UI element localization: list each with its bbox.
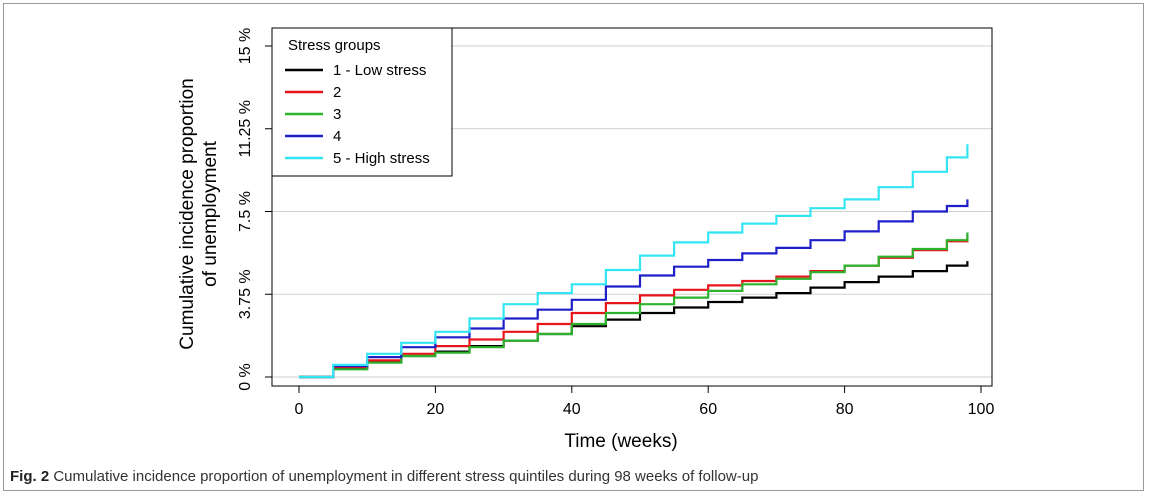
caption-label: Fig. 2	[10, 468, 50, 485]
legend-label-3: 3	[333, 106, 341, 123]
y-tick-label-3: 11.25 %	[237, 100, 254, 158]
y-axis-label-line2: of unemployment	[200, 140, 221, 286]
legend-label-5: 5 - High stress	[333, 150, 430, 167]
legend-label-4: 4	[333, 128, 341, 145]
legend-label-1: 1 - Low stress	[333, 62, 426, 79]
x-tick-label-4: 80	[836, 401, 854, 418]
y-tick-label-4: 15 %	[237, 28, 254, 64]
plot-box	[271, 27, 993, 387]
x-tick-label-1: 20	[427, 401, 445, 418]
legend-label-2: 2	[333, 84, 341, 101]
series-lines	[299, 144, 969, 379]
series-line-2	[299, 234, 969, 379]
x-tick-label-5: 100	[968, 401, 995, 418]
x-tick-label-3: 60	[699, 401, 717, 418]
legend-box	[271, 27, 453, 177]
legend: Stress groups 1 - Low stress 2 3 4 5 - High …	[271, 27, 453, 177]
x-axis: 0 20 40 60 80 100	[295, 386, 995, 418]
series-line-3	[299, 232, 969, 379]
y-axis-label-line1: Cumulative incidence proportion	[177, 78, 198, 349]
series-line-4	[299, 199, 969, 379]
y-tick-label-2: 7.5 %	[237, 191, 254, 232]
figure-frame	[3, 3, 1144, 491]
figure-caption: Fig. 2 Cumulative incidence proportion o…	[10, 468, 758, 485]
y-axis: 0 % 3.75 % 7.5 % 11.25 % 15 %	[237, 28, 272, 391]
x-tick-label-2: 40	[563, 401, 581, 418]
legend-title: Stress groups	[288, 37, 381, 54]
y-tick-label-1: 3.75 %	[237, 269, 254, 319]
legend-items: 1 - Low stress 2 3 4 5 - High stress	[285, 62, 430, 167]
x-tick-label-0: 0	[295, 401, 304, 418]
x-axis-label: Time (weeks)	[564, 431, 677, 452]
caption-text: Cumulative incidence proportion of unemp…	[49, 468, 759, 485]
series-line-5	[299, 144, 969, 379]
y-tick-label-0: 0 %	[237, 363, 254, 391]
